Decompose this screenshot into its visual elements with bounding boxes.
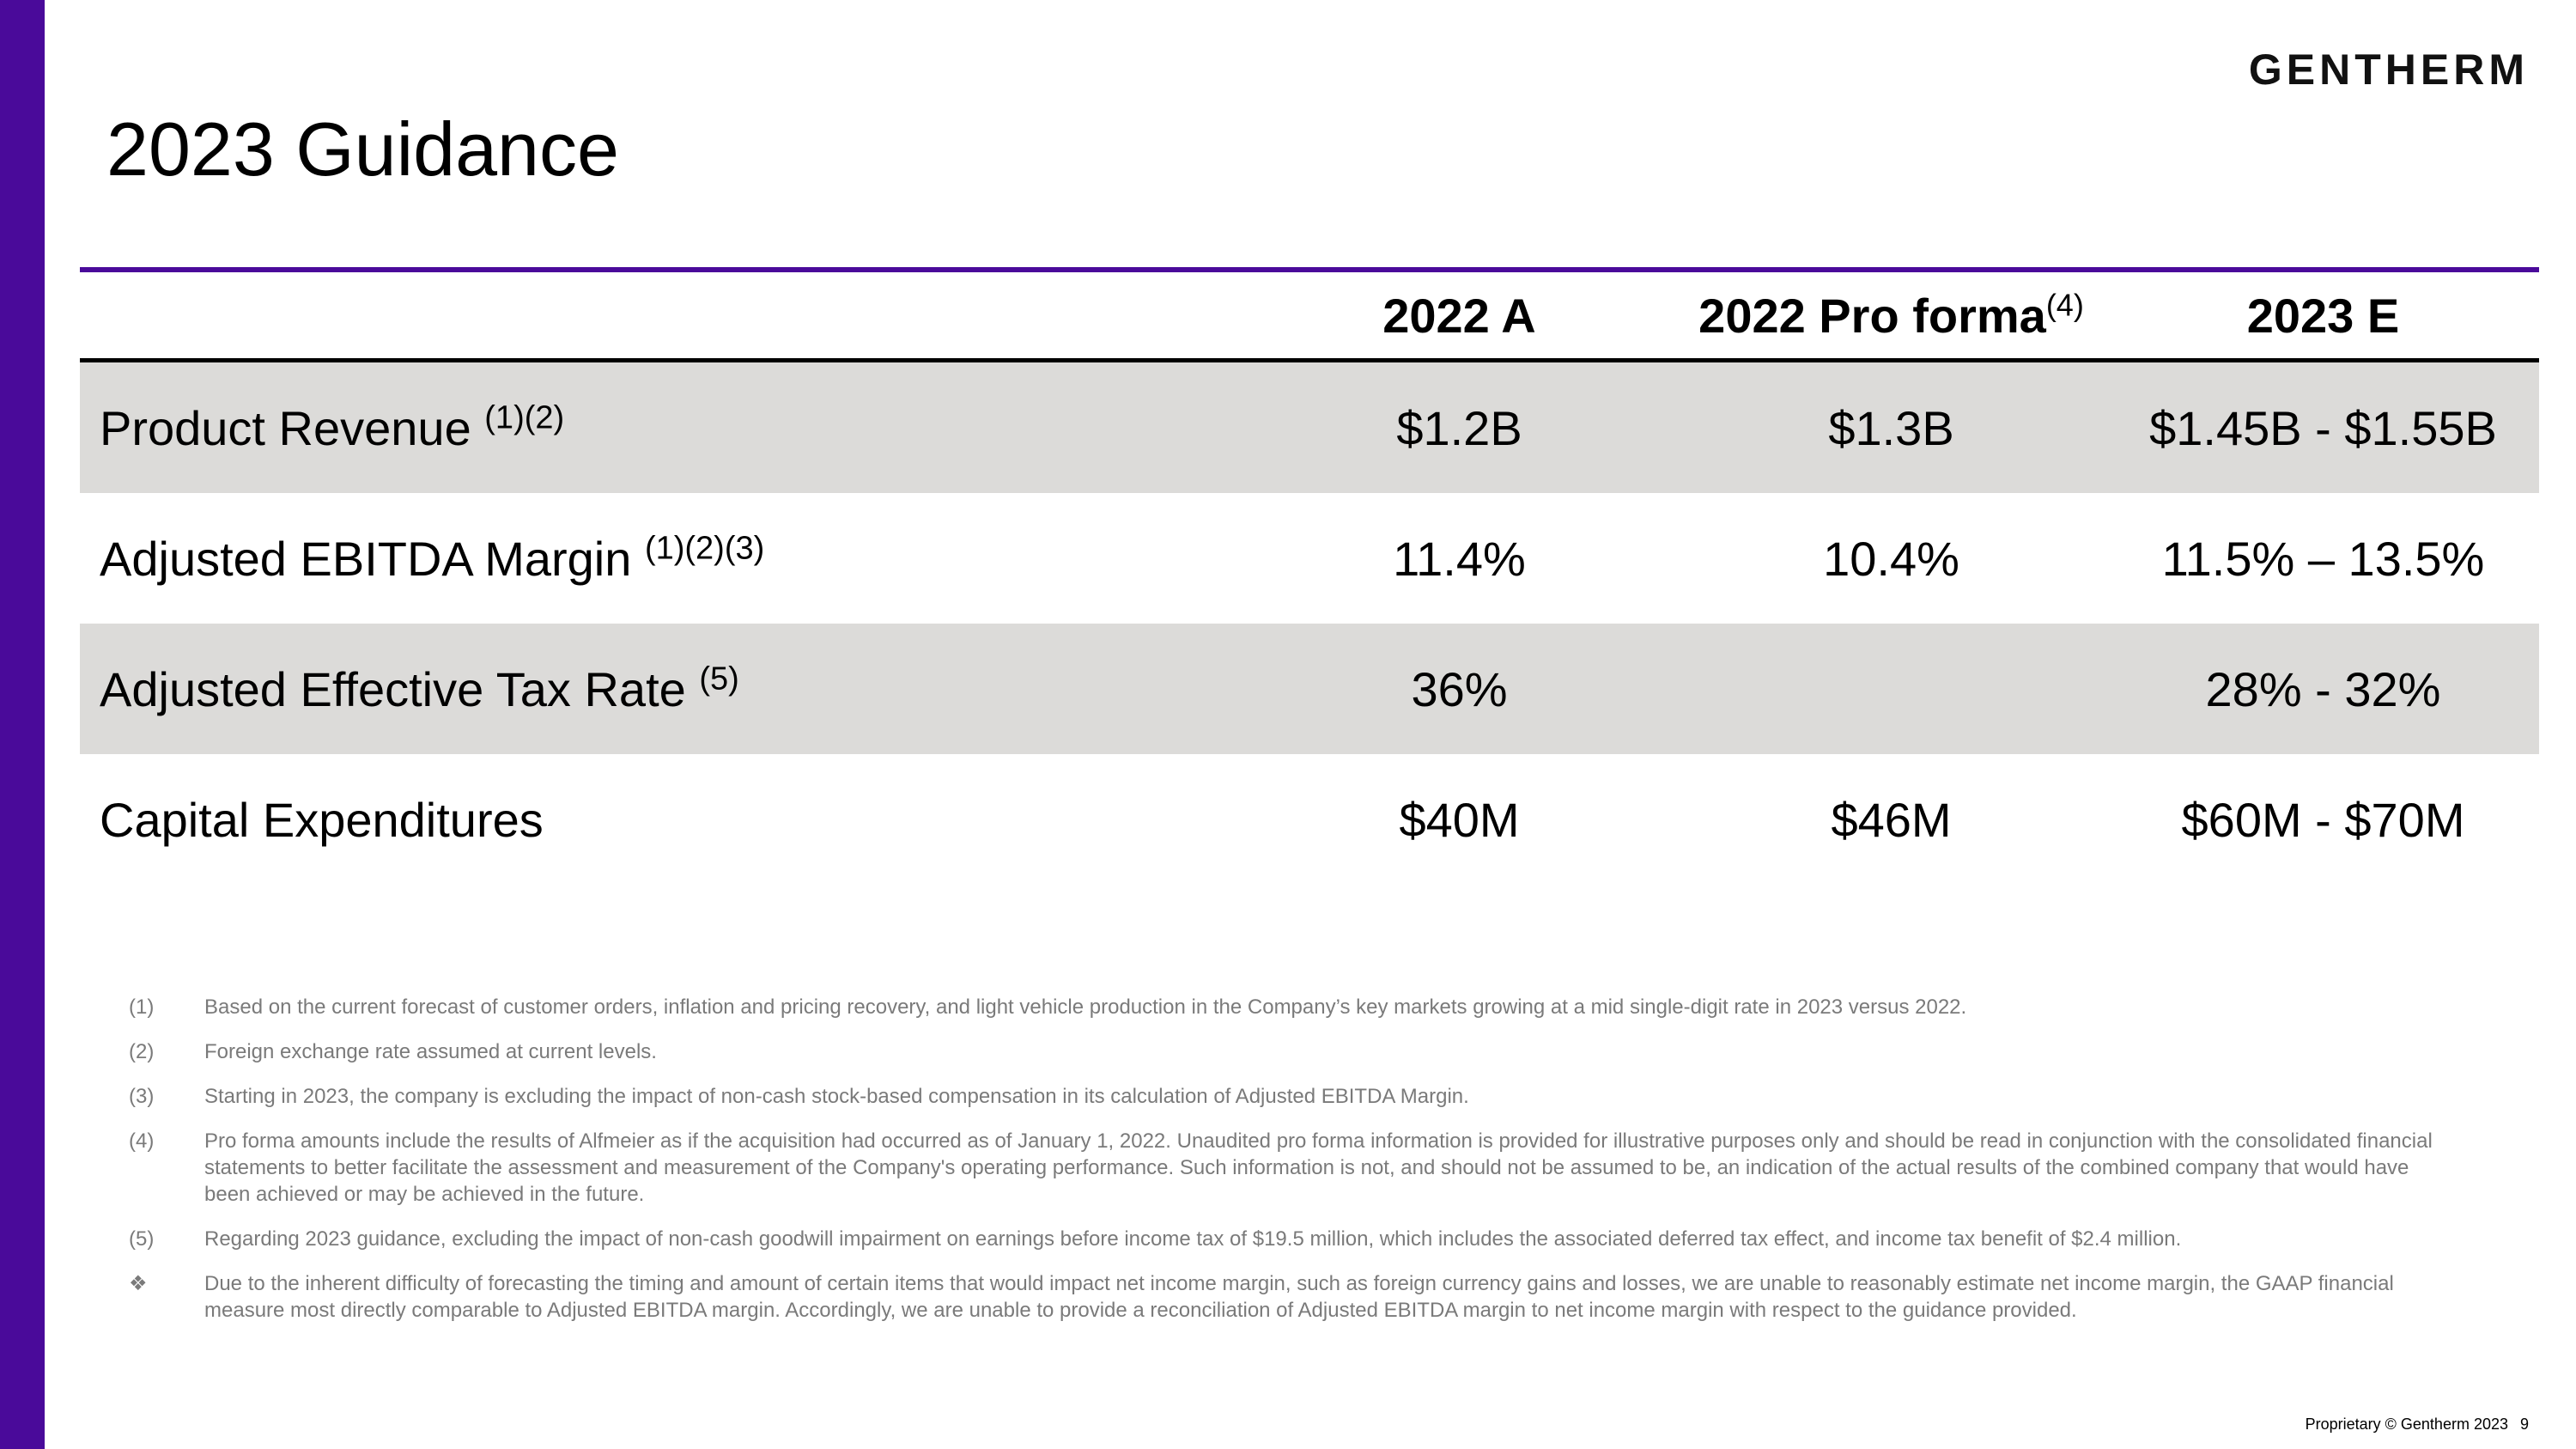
footnote: ❖ Due to the inherent difficulty of fore… [129, 1270, 2447, 1324]
row-label-product-revenue: Product Revenue (1)(2) [80, 360, 1243, 493]
footnote: (3) Starting in 2023, the company is exc… [129, 1083, 2447, 1110]
table-row: Adjusted Effective Tax Rate (5) 36% 28% … [80, 624, 2539, 754]
footnote-text: Due to the inherent difficulty of foreca… [204, 1272, 2394, 1322]
diamond-bullet-icon: ❖ [129, 1272, 148, 1295]
page-title: 2023 Guidance [106, 107, 619, 192]
cell-2023-estimate: 11.5% – 13.5% [2161, 531, 2485, 586]
header-metric [80, 272, 1243, 362]
footnote: (5) Regarding 2023 guidance, excluding t… [129, 1226, 2447, 1252]
cell-2023-estimate: $60M - $70M [2181, 792, 2465, 847]
footnote-marker: (1) [129, 995, 155, 1019]
slide-footer: Proprietary © Gentherm 2023 9 [2306, 1416, 2529, 1434]
cell-2022-pro-forma: 10.4% [1823, 531, 1959, 586]
footnote-marker: (5) [129, 1227, 155, 1251]
cell-2022-pro-forma [1675, 624, 2107, 754]
cell-2022-actual: $40M [1399, 792, 1520, 847]
guidance-table: 2022 A 2022 Pro forma(4) 2023 E Product … [80, 272, 2539, 885]
footnote-text: Pro forma amounts include the results of… [204, 1129, 2433, 1206]
cell-2023-estimate: $1.45B - $1.55B [2107, 360, 2539, 493]
table-header-row: 2022 A 2022 Pro forma(4) 2023 E [80, 272, 2539, 362]
row-label-adjusted-ebitda-margin: Adjusted EBITDA Margin (1)(2)(3) [100, 529, 765, 586]
cell-2023-estimate: 28% - 32% [2107, 624, 2539, 754]
table-row: Capital Expenditures $40M $46M $60M - $7… [80, 754, 2539, 885]
footnote-marker: (4) [129, 1129, 155, 1153]
copyright-text: Proprietary © Gentherm 2023 [2305, 1416, 2508, 1433]
footnote-text: Foreign exchange rate assumed at current… [204, 1040, 657, 1063]
footnote: (1) Based on the current forecast of cus… [129, 994, 2447, 1020]
cell-2022-actual: 11.4% [1393, 531, 1526, 586]
gentherm-logo: GENTHERM [2248, 46, 2529, 94]
footnote-text: Regarding 2023 guidance, excluding the i… [204, 1227, 2182, 1251]
page-number: 9 [2519, 1416, 2529, 1433]
table-row: Product Revenue (1)(2) $1.2B $1.3B $1.45… [80, 360, 2539, 493]
cell-2022-actual: $1.2B [1243, 360, 1675, 493]
accent-side-bar [0, 0, 45, 1449]
footnote: (2) Foreign exchange rate assumed at cur… [129, 1038, 2447, 1065]
footnote-text: Based on the current forecast of custome… [204, 995, 1967, 1019]
cell-2022-pro-forma: $1.3B [1675, 360, 2107, 493]
header-2022-actual: 2022 A [1243, 272, 1675, 362]
footnote: (4) Pro forma amounts include the result… [129, 1128, 2447, 1208]
table-top-rule [80, 267, 2539, 272]
footnote-marker: (2) [129, 1040, 155, 1063]
footnote-marker: (3) [129, 1085, 155, 1108]
row-label-capital-expenditures: Capital Expenditures [100, 792, 544, 847]
cell-2022-pro-forma: $46M [1831, 792, 1952, 847]
header-2022-pro-forma: 2022 Pro forma(4) [1675, 272, 2107, 362]
table-row: Adjusted EBITDA Margin (1)(2)(3) 11.4% 1… [80, 493, 2539, 624]
header-2023-estimate: 2023 E [2107, 272, 2539, 362]
row-label-adjusted-effective-tax-rate: Adjusted Effective Tax Rate (5) [80, 624, 1243, 754]
cell-2022-actual: 36% [1243, 624, 1675, 754]
footnotes: (1) Based on the current forecast of cus… [129, 994, 2447, 1342]
footnote-text: Starting in 2023, the company is excludi… [204, 1085, 1469, 1108]
